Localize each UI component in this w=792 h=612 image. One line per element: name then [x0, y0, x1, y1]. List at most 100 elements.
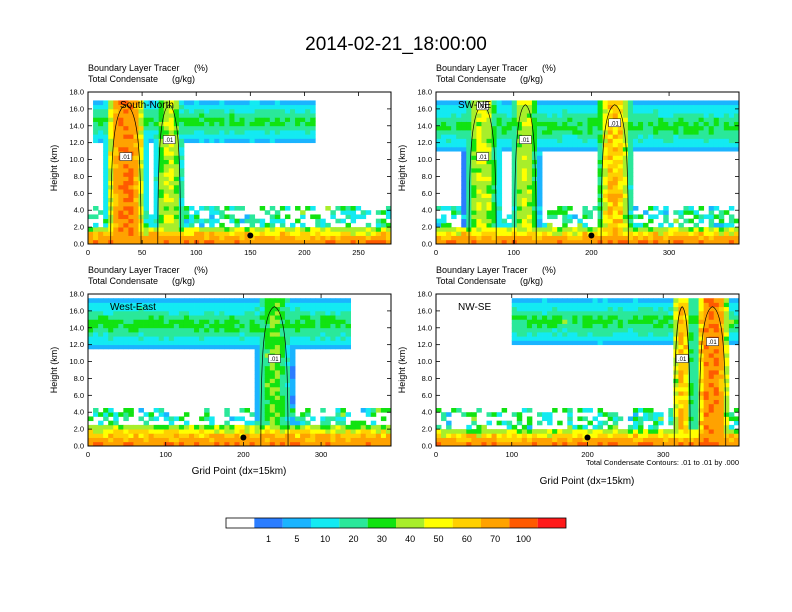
tracer-cell [567, 108, 573, 114]
tracer-cell [340, 210, 346, 215]
tracer-cell [224, 239, 230, 245]
tracer-cell [229, 104, 235, 110]
tracer-cell [723, 399, 730, 405]
tracer-cell [178, 180, 185, 186]
tracer-cell [103, 319, 109, 324]
tracer-cell [269, 104, 276, 110]
tracer-cell [168, 235, 175, 241]
tracer-cell [254, 104, 261, 110]
tracer-cell [153, 315, 160, 320]
y-tick-label: 0.0 [422, 442, 432, 451]
tracer-cell [693, 420, 699, 426]
tracer-cell [466, 151, 472, 156]
tracer-cell [315, 218, 321, 224]
tracer-cell [638, 306, 644, 312]
tracer-cell [199, 315, 205, 320]
tracer-cell [158, 429, 165, 434]
tracer-cell [526, 424, 533, 430]
tracer-cell [597, 104, 604, 110]
tracer-cell [471, 108, 477, 114]
y-tick-label: 2.0 [422, 223, 432, 232]
tracer-cell [526, 433, 533, 438]
tracer-cell [693, 214, 699, 220]
tracer-cell [542, 298, 548, 303]
tracer-cell [194, 218, 200, 224]
tracer-cell [476, 197, 482, 203]
tracer-cell [219, 323, 225, 329]
tracer-cell [163, 239, 170, 245]
tracer-cell [138, 163, 144, 169]
tracer-cell [128, 441, 134, 447]
tracer-cell [526, 189, 533, 194]
tracer-cell [345, 323, 351, 329]
tracer-cell [466, 155, 472, 160]
tracer-cell [234, 235, 240, 241]
tracer-cell [668, 100, 674, 106]
tracer-cell [143, 189, 149, 194]
tracer-cell [471, 104, 477, 110]
tracer-cell [481, 125, 487, 131]
tracer-cell [345, 340, 351, 346]
tracer-cell [153, 227, 160, 232]
tracer-cell [340, 323, 346, 329]
tracer-cell [143, 168, 149, 173]
tracer-cell [254, 391, 261, 396]
tracer-cell [274, 378, 281, 384]
tracer-cell [607, 189, 614, 194]
tracer-cell [648, 429, 654, 434]
tracer-cell [486, 437, 492, 443]
tracer-cell [698, 323, 705, 329]
tracer-cell [622, 227, 629, 232]
tracer-cell [295, 420, 301, 426]
tracer-cell [274, 386, 281, 392]
tracer-cell [617, 437, 624, 443]
tracer-cell [698, 374, 705, 379]
tracer-cell [607, 138, 614, 144]
tracer-cell [602, 214, 609, 220]
tracer-cell [572, 298, 578, 303]
tracer-cell [597, 146, 604, 152]
tracer-cell [123, 235, 129, 241]
tracer-cell [108, 441, 114, 447]
tracer-cell [254, 134, 261, 139]
tracer-cell [300, 323, 306, 329]
tracer-cell [340, 239, 346, 245]
tracer-cell [461, 176, 467, 182]
tracer-cell [622, 176, 629, 182]
tracer-cell [713, 100, 720, 106]
tracer-cell [264, 121, 271, 127]
tracer-cell [158, 113, 165, 118]
tracer-cell [597, 206, 604, 211]
tracer-cell [627, 108, 634, 114]
tracer-cell [239, 302, 245, 308]
tracer-cell [254, 302, 261, 308]
tracer-cell [713, 327, 720, 333]
tracer-cell [158, 168, 165, 173]
tracer-cell [108, 319, 114, 324]
tracer-cell [496, 433, 503, 438]
tracer-cell [259, 310, 266, 316]
tracer-cell [516, 193, 523, 198]
tracer-cell [713, 357, 720, 362]
tracer-cell [335, 298, 341, 303]
tracer-cell [481, 227, 487, 232]
tracer-cell [259, 412, 266, 417]
tracer-cell [733, 117, 740, 122]
tracer-cell [688, 344, 694, 350]
tracer-cell [476, 172, 482, 177]
tracer-cell [516, 429, 523, 434]
tracer-cell [511, 340, 518, 346]
tracer-cell [501, 441, 508, 447]
tracer-cell [189, 214, 195, 220]
tracer-cell [269, 125, 276, 131]
tracer-cell [274, 113, 281, 118]
tracer-cell [713, 424, 720, 430]
tracer-cell [244, 306, 250, 312]
tracer-cell [537, 100, 543, 106]
tracer-cell [713, 433, 720, 438]
tracer-cell [668, 142, 674, 148]
tracer-cell [189, 433, 195, 438]
tracer-cell [234, 332, 240, 337]
tracer-cell [653, 323, 659, 329]
tracer-cell [622, 319, 629, 324]
